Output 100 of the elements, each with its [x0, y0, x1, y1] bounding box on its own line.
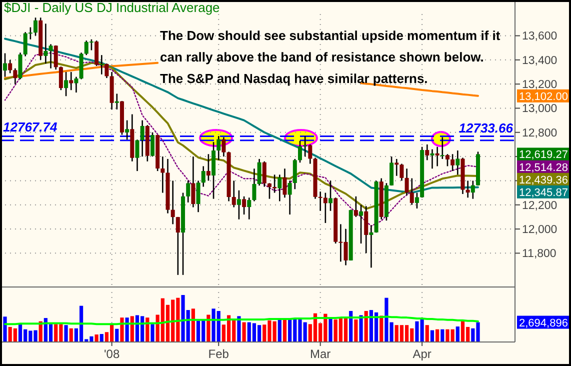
y-tick-label: 13,400 — [522, 54, 558, 67]
text: 12,345.87 — [519, 186, 568, 199]
candlestick — [288, 180, 292, 216]
candlestick — [425, 144, 430, 161]
candlestick — [394, 158, 399, 177]
candlestick — [201, 166, 206, 188]
candlestick — [74, 76, 78, 94]
candlestick — [466, 180, 470, 198]
bar — [100, 334, 104, 342]
text: 2,694,896 — [519, 317, 568, 330]
candlestick — [354, 196, 358, 218]
x-tick-label: Mar — [310, 347, 331, 361]
candlestick — [8, 59, 12, 74]
candlestick — [414, 192, 419, 210]
candlestick — [135, 138, 140, 172]
candlestick — [69, 71, 74, 91]
candlestick — [216, 135, 221, 161]
candlestick — [125, 120, 130, 140]
candlestick — [262, 160, 266, 188]
candlestick — [206, 153, 210, 182]
candlestick — [94, 40, 99, 67]
candlestick — [150, 132, 154, 158]
candlestick — [369, 224, 374, 268]
candlestick — [64, 71, 68, 97]
bar — [69, 328, 73, 342]
candlestick — [13, 68, 18, 85]
y-tick-label: 12,800 — [522, 127, 558, 140]
candlestick — [140, 120, 144, 158]
annotation: The Dow should see substantial upside momentum if it can rally above the band of resistance shown below. The S&P and Nasdaq have similar patterns. — [160, 28, 501, 86]
y-tick-label: 13,000 — [522, 103, 558, 116]
y-tick-label: 13,600 — [522, 30, 558, 43]
bar — [150, 324, 154, 342]
candlestick — [440, 136, 444, 160]
text: 13,102.00 — [519, 90, 568, 103]
candlestick — [58, 66, 63, 91]
candlestick — [232, 180, 236, 208]
candlestick — [191, 156, 196, 208]
bar — [120, 318, 124, 342]
candlestick — [247, 196, 252, 220]
candlestick — [445, 153, 450, 167]
candlestick — [104, 62, 109, 79]
candlestick — [450, 153, 455, 172]
candlestick — [176, 216, 180, 276]
candlestick — [456, 150, 460, 176]
ref-line-label: 12733.66 — [458, 120, 514, 136]
candlestick — [267, 182, 272, 200]
candlestick — [390, 156, 394, 186]
y-tick-label: 11,800 — [522, 248, 556, 260]
bar — [328, 318, 332, 342]
candlestick — [257, 158, 262, 186]
candlestick — [48, 44, 53, 70]
bar — [242, 322, 246, 342]
bar — [64, 325, 68, 342]
candlestick — [400, 163, 404, 182]
candlestick — [303, 135, 308, 158]
text: 12,439.36 — [519, 174, 568, 186]
candlestick — [28, 26, 32, 40]
candlestick — [44, 23, 48, 64]
candlestick — [186, 180, 190, 204]
bar — [436, 329, 440, 342]
text: 12,619.27 — [519, 149, 568, 162]
ref-line-label: 12767.74 — [3, 119, 58, 134]
y-tick-label: 12,000 — [522, 224, 558, 236]
bar — [354, 319, 358, 342]
x-tick-label: '08 — [104, 347, 120, 361]
bar — [430, 330, 434, 342]
candlestick — [222, 136, 226, 158]
candlestick — [282, 168, 287, 198]
candlestick — [242, 196, 246, 216]
text: 12,514.28 — [519, 162, 568, 174]
candlestick — [160, 156, 165, 194]
bar — [425, 325, 429, 342]
candlestick — [272, 174, 277, 194]
candlestick — [364, 205, 368, 254]
candlestick — [470, 180, 475, 200]
candlestick — [430, 148, 434, 170]
bar — [115, 328, 119, 342]
bar — [278, 319, 282, 342]
candlestick — [252, 168, 256, 202]
bar — [3, 316, 7, 342]
candlestick — [435, 146, 440, 167]
y-tick-label: 12,200 — [522, 200, 558, 212]
candlestick — [54, 44, 58, 70]
x-tick-label: Feb — [208, 347, 230, 361]
chart-title: $DJI - Daily US DJ Industrial Average — [4, 0, 220, 15]
candlestick — [359, 204, 364, 244]
candlestick — [278, 174, 282, 202]
candlestick — [18, 52, 22, 80]
candlestick — [114, 93, 119, 110]
candlestick — [292, 158, 297, 190]
y-tick-label: 13,200 — [522, 79, 558, 92]
bar — [440, 329, 444, 342]
bar — [237, 316, 241, 342]
candlestick — [410, 178, 414, 206]
bar — [359, 315, 363, 342]
candlestick — [404, 168, 409, 196]
candlestick — [100, 54, 104, 76]
candlestick — [170, 180, 175, 225]
bar — [191, 308, 195, 342]
candlestick — [23, 31, 28, 57]
